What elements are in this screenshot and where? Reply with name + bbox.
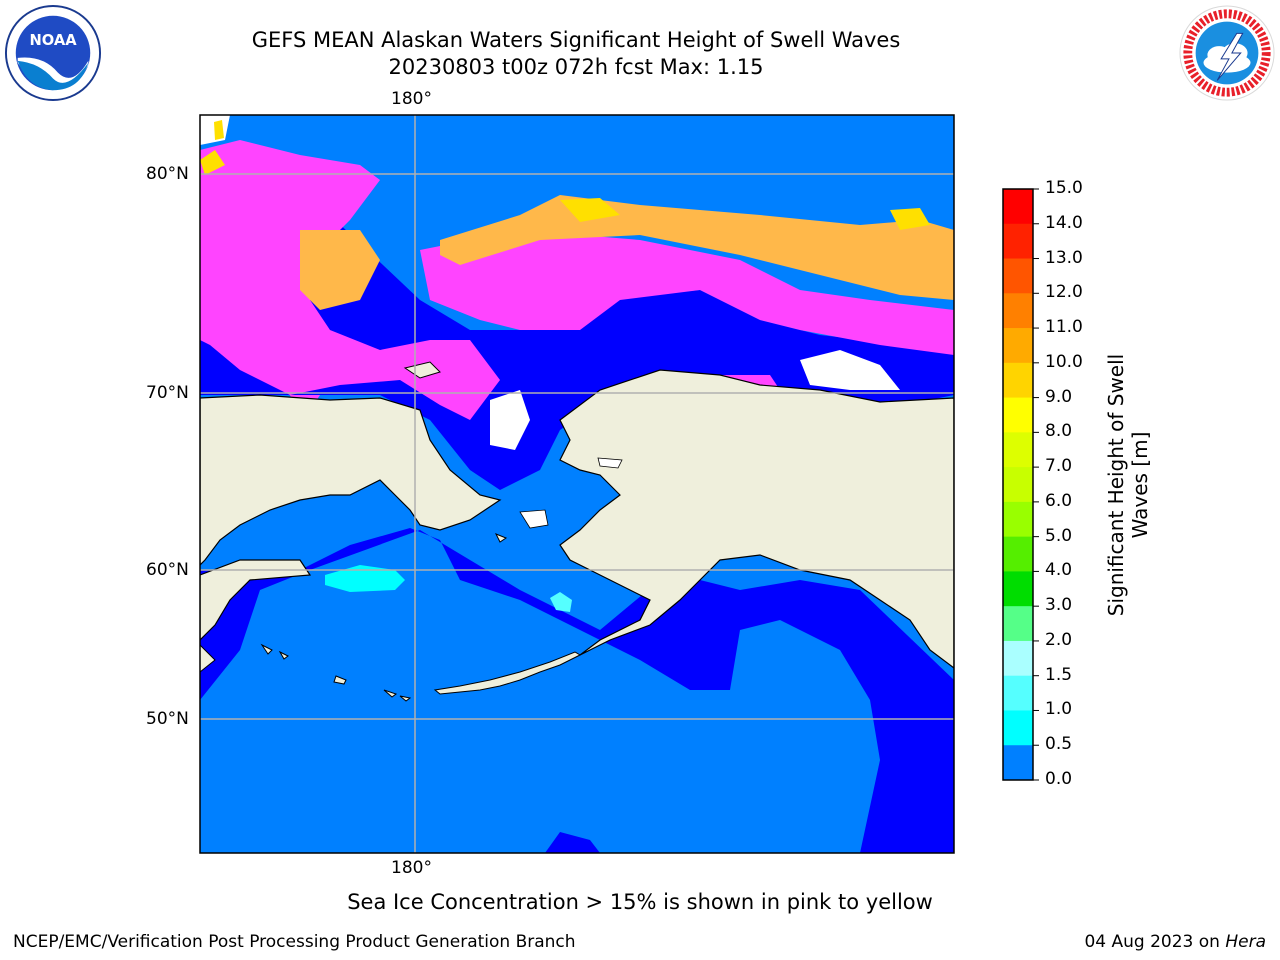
colorbar-segment [1003,189,1033,225]
colorbar-tick-label: 3.0 [1045,595,1073,616]
footer-branch: NCEP/EMC/Verification Post Processing Pr… [13,932,576,952]
colorbar-label: Significant Height of Swell Waves [m] [1104,353,1152,617]
colorbar-tick-label: 1.0 [1045,699,1073,720]
colorbar-segment [1003,501,1033,538]
lon-label-top: 180° [391,89,432,109]
sea-ice-yellow [560,198,620,222]
colorbar-tick-label: 2.0 [1045,629,1073,650]
colorbar-tick-label: 6.0 [1045,490,1073,511]
colorbar-tick-label: 5.0 [1045,525,1073,546]
lat-label-80: 80°N [146,164,189,184]
map-frame [199,114,955,854]
chart-subtitle: 20230803 t00z 072h fcst Max: 1.15 [388,55,764,79]
colorbar [1002,188,1039,781]
map-area [200,115,954,853]
ocean-swell-0-0.5 [200,528,954,853]
colorbar-tick-label: 10.0 [1045,351,1083,372]
colorbar-tick-label: 0.5 [1045,734,1073,755]
footer-host: Hera [1225,932,1266,952]
colorbar-tick-label: 1.5 [1045,664,1073,685]
colorbar-tick-label: 15.0 [1045,178,1083,198]
sea-ice-orange [300,230,380,310]
colorbar-segment [1003,293,1033,329]
colorbar-frame [1002,188,1034,781]
colorbar-tick-label: 14.0 [1045,212,1083,233]
chart-title: GEFS MEAN Alaskan Waters Significant Hei… [251,28,901,52]
noaa-logo-text: NOAA [29,32,77,49]
arctic-swell-0-0.5 [200,195,954,490]
colorbar-segment [1003,675,1033,711]
sea-ice-pink [200,140,500,420]
sea-ice-caption: Sea Ice Concentration > 15% is shown in … [0,890,1280,914]
colorbar-segment [1003,710,1033,746]
land-alaska [559,369,954,669]
colorbar-segment [1003,223,1033,260]
lat-label-70: 70°N [146,383,189,403]
graticule [200,115,954,853]
colorbar-segment [1003,397,1033,433]
lon-label-bottom: 180° [391,858,432,878]
colorbar-tick-label: 11.0 [1045,317,1083,338]
colorbar-tick-label: 12.0 [1045,282,1083,303]
colorbar-segment [1003,571,1033,607]
colorbar-segment [1003,328,1033,364]
colorbar-segment [1003,536,1033,572]
lat-label-60: 60°N [146,560,189,580]
colorbar-segment [1003,432,1033,468]
lat-label-50: 50°N [146,709,189,729]
colorbar-segment [1003,640,1033,677]
colorbar-tick-label: 7.0 [1045,456,1073,477]
footer-date-text: 04 Aug 2023 on [1084,932,1220,952]
swell-1.0-1.5-patch [325,565,405,592]
colorbar-tick-label: 4.0 [1045,560,1073,581]
colorbar-segment [1003,258,1033,294]
noaa-logo: NOAA [4,4,102,102]
caption-text: Sea Ice Concentration > 15% is shown in … [347,890,933,914]
colorbar-segment [1003,362,1033,399]
nws-logo [1179,5,1275,101]
colorbar-segment [1003,745,1033,781]
colorbar-segment [1003,467,1033,503]
colorbar-tick-label: 13.0 [1045,247,1083,268]
colorbar-tick-label: 0.0 [1045,769,1073,789]
footer-date: 04 Aug 2023 on Hera [1084,932,1266,952]
colorbar-tick-label: 8.0 [1045,421,1073,442]
colorbar-tick-label: 9.0 [1045,386,1073,407]
colorbar-segment [1003,606,1033,642]
